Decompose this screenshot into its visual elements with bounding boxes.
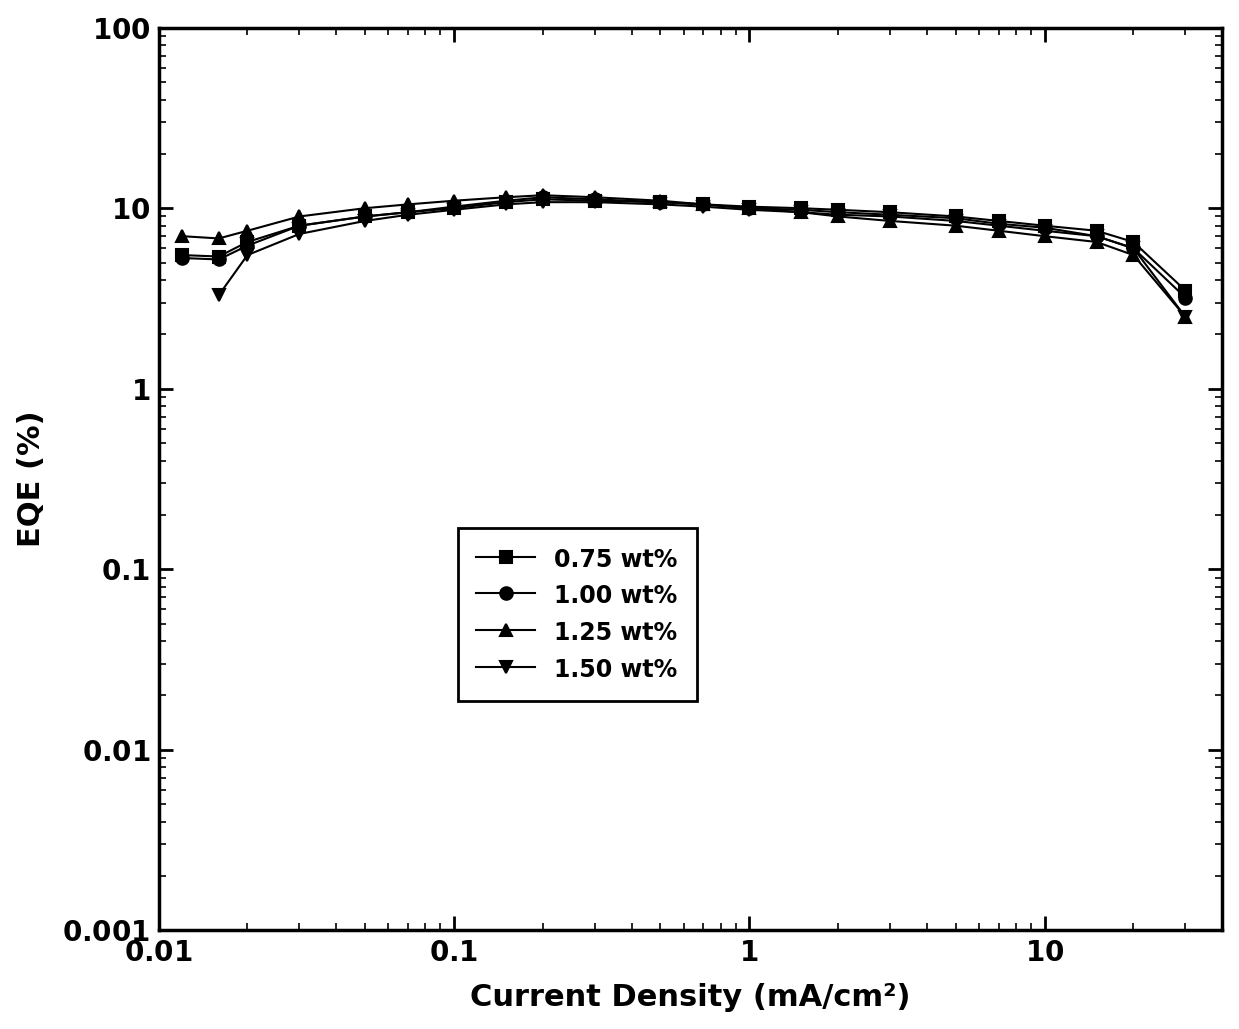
1.50 wt% [358,215,373,227]
1.00 wt% [292,219,307,232]
1.25 wt% [794,206,809,218]
1.00 wt% [653,196,668,208]
0.75 wt% [742,201,757,213]
1.00 wt% [830,206,845,218]
1.25 wt% [991,224,1006,237]
Y-axis label: EQE (%): EQE (%) [16,411,46,547]
Legend: 0.75 wt%, 1.00 wt%, 1.25 wt%, 1.50 wt%: 0.75 wt%, 1.00 wt%, 1.25 wt%, 1.50 wt% [457,528,696,701]
1.00 wt% [1178,291,1193,304]
0.75 wt% [1089,224,1104,237]
0.75 wt% [240,236,255,248]
Line: 1.25 wt%: 1.25 wt% [176,189,1192,323]
1.00 wt% [358,210,373,222]
0.75 wt% [535,193,550,206]
1.50 wt% [991,219,1006,232]
1.25 wt% [882,215,897,227]
Line: 1.00 wt%: 1.00 wt% [176,191,1192,304]
1.00 wt% [175,252,190,264]
0.75 wt% [446,202,461,214]
1.00 wt% [446,201,461,213]
1.50 wt% [535,196,550,208]
1.50 wt% [1037,224,1052,237]
0.75 wt% [1126,236,1141,248]
Line: 1.50 wt%: 1.50 wt% [213,196,1192,323]
1.50 wt% [882,210,897,222]
1.00 wt% [742,202,757,214]
0.75 wt% [794,202,809,214]
1.25 wt% [498,191,513,204]
1.50 wt% [1178,311,1193,323]
1.25 wt% [240,224,255,237]
0.75 wt% [830,204,845,216]
1.25 wt% [587,191,602,204]
0.75 wt% [948,210,963,222]
1.00 wt% [882,209,897,221]
1.50 wt% [400,209,415,221]
1.00 wt% [212,253,227,265]
1.25 wt% [400,199,415,211]
1.25 wt% [653,194,668,207]
1.50 wt% [498,199,513,211]
0.75 wt% [587,194,602,207]
1.00 wt% [1037,221,1052,234]
1.25 wt% [535,189,550,202]
1.00 wt% [794,204,809,216]
1.50 wt% [446,204,461,216]
0.75 wt% [175,249,190,261]
1.00 wt% [696,199,711,211]
1.50 wt% [587,196,602,208]
1.25 wt% [948,219,963,232]
1.25 wt% [1089,236,1104,248]
0.75 wt% [292,219,307,232]
0.75 wt% [653,196,668,208]
0.75 wt% [212,250,227,262]
1.50 wt% [292,227,307,240]
1.50 wt% [1089,230,1104,243]
1.00 wt% [498,194,513,207]
1.25 wt% [212,233,227,245]
1.00 wt% [1126,242,1141,254]
1.50 wt% [653,199,668,211]
1.00 wt% [400,206,415,218]
1.50 wt% [240,249,255,261]
1.00 wt% [991,217,1006,229]
1.50 wt% [696,201,711,213]
0.75 wt% [882,206,897,218]
Line: 0.75 wt%: 0.75 wt% [176,193,1192,296]
0.75 wt% [1037,219,1052,232]
1.25 wt% [1178,311,1193,323]
1.00 wt% [1089,230,1104,243]
0.75 wt% [991,215,1006,227]
1.25 wt% [742,202,757,214]
1.25 wt% [696,199,711,211]
0.75 wt% [1178,284,1193,296]
1.50 wt% [1126,242,1141,254]
1.25 wt% [292,210,307,222]
1.00 wt% [240,240,255,252]
0.75 wt% [400,206,415,218]
1.50 wt% [948,215,963,227]
1.00 wt% [948,212,963,224]
1.25 wt% [830,210,845,222]
1.25 wt% [175,230,190,243]
1.50 wt% [212,289,227,301]
1.25 wt% [1037,230,1052,243]
1.25 wt% [446,194,461,207]
0.75 wt% [498,196,513,208]
1.25 wt% [1126,249,1141,261]
1.50 wt% [742,204,757,216]
X-axis label: Current Density (mA/cm²): Current Density (mA/cm²) [470,984,911,1013]
0.75 wt% [696,199,711,211]
1.00 wt% [535,191,550,204]
1.00 wt% [587,193,602,206]
1.50 wt% [830,209,845,221]
0.75 wt% [358,210,373,222]
1.25 wt% [358,202,373,214]
1.50 wt% [794,206,809,218]
